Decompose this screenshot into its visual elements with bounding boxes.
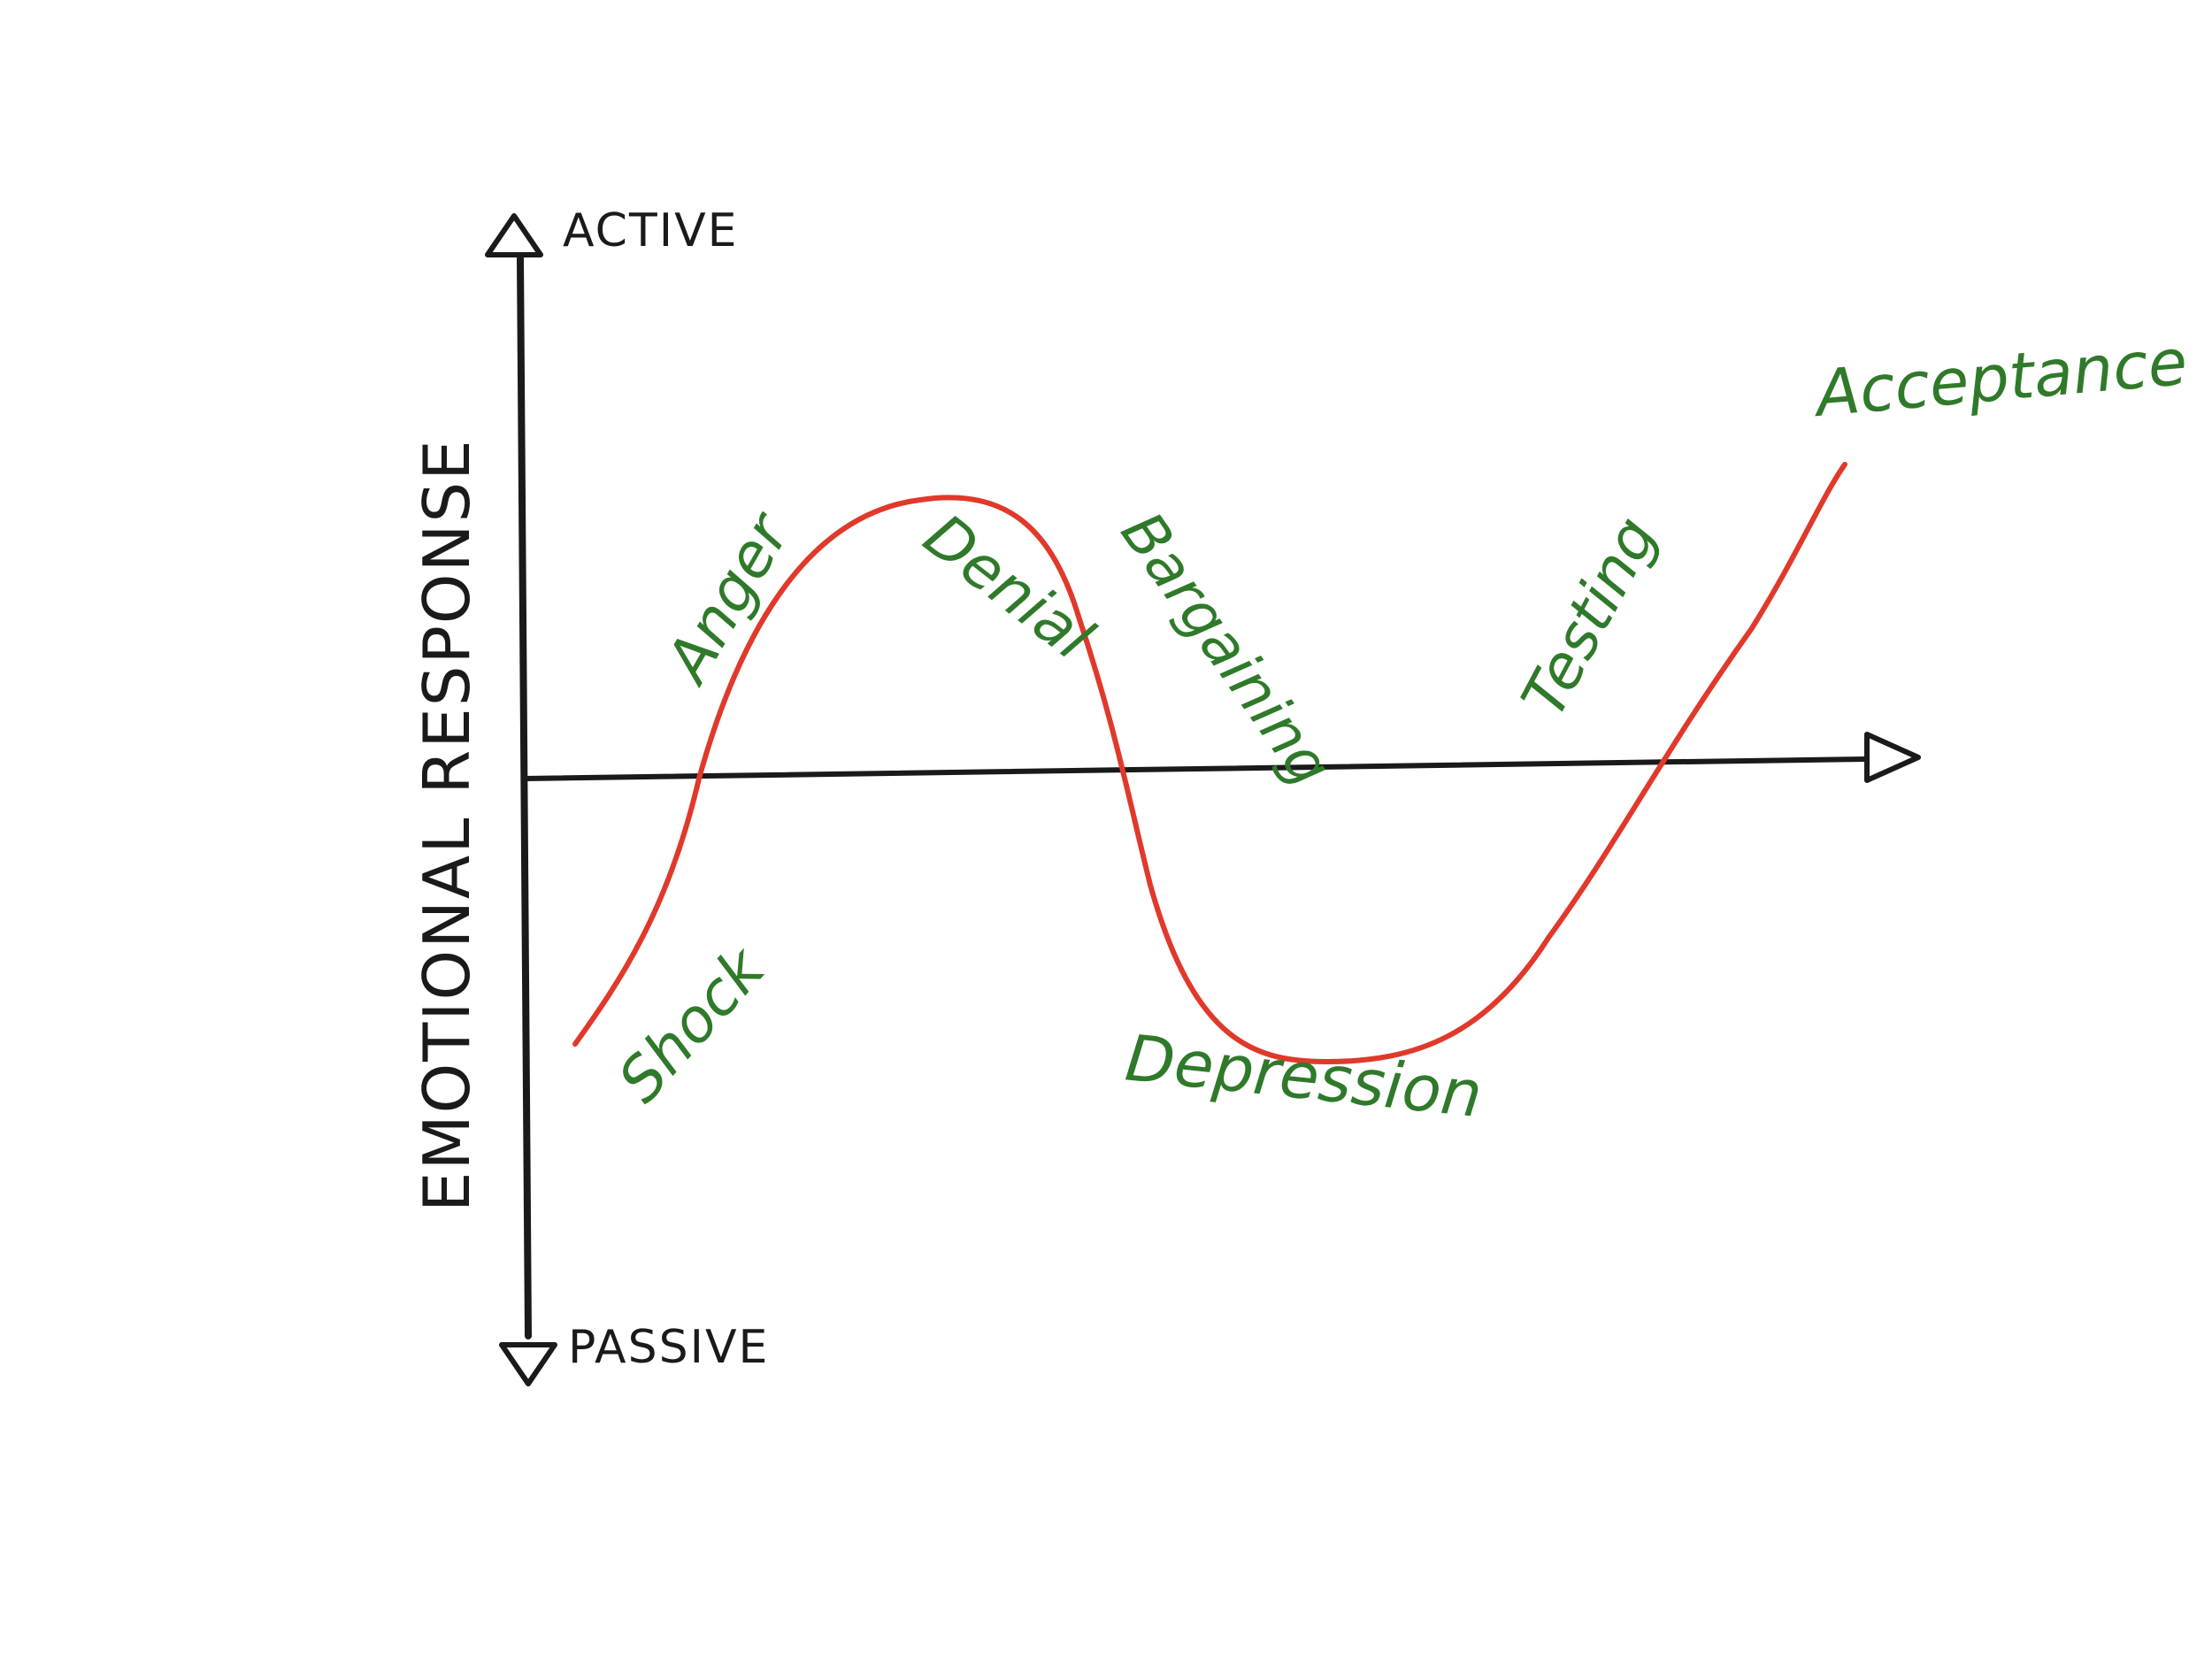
vertical-axis: [517, 255, 532, 1339]
horizontal-arrow-icon: [1864, 732, 1921, 783]
active-arrow-icon: [485, 213, 543, 257]
stage-label-bargaining: Bargaining: [1108, 500, 1345, 798]
stage-label-depression: Depression: [1122, 1020, 1486, 1132]
stage-label-denial: Denial: [911, 501, 1106, 674]
axis-label-passive: PASSIVE: [568, 1321, 769, 1374]
axis-label-active: ACTIVE: [563, 204, 739, 257]
passive-arrow-icon: [499, 1342, 557, 1386]
stage-label-anger: Anger: [651, 500, 805, 696]
stage-label-testing: Testing: [1509, 506, 1671, 728]
stage-label-acceptance: Acceptance: [1809, 325, 2190, 432]
axis-label-vertical: EMOTIONAL RESPONSE: [410, 438, 484, 1212]
emotional-curve: [572, 462, 1847, 1064]
horizontal-axis: [523, 756, 1868, 781]
